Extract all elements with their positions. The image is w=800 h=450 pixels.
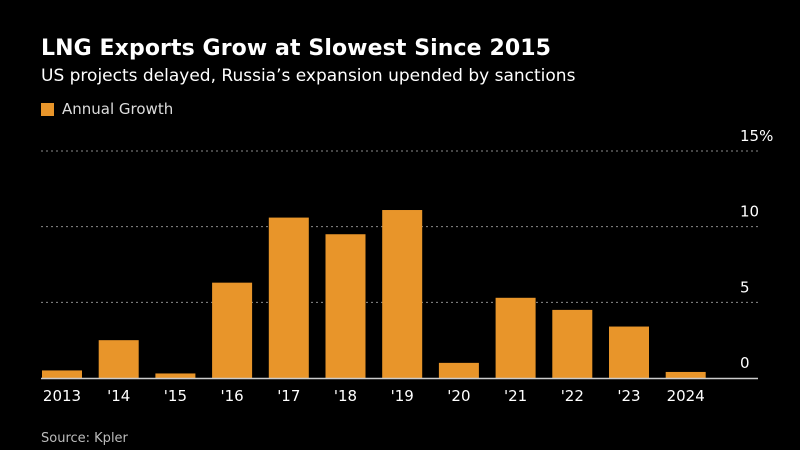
x-tick-label: '19 [391,387,414,405]
bar [268,217,309,378]
x-tick-label: '14 [107,387,130,405]
x-tick-label: '21 [504,387,527,405]
bar [212,282,253,378]
x-tick-label: '15 [164,387,187,405]
bar [325,234,366,378]
bar [495,297,536,378]
x-tick-label: '17 [277,387,300,405]
bar [42,370,82,378]
bar [155,373,196,378]
legend-swatch [41,102,54,116]
chart-subtitle: US projects delayed, Russia’s expansion … [41,66,576,86]
y-tick-label: 0 [740,354,750,372]
y-tick-label: 15% [740,127,773,145]
x-tick-label: '20 [447,387,470,405]
bar [438,362,479,378]
legend: Annual Growth [41,100,173,118]
bar [98,340,139,378]
bar [665,371,706,378]
bar [382,210,423,378]
bar [552,309,593,378]
x-tick-label: '16 [220,387,243,405]
x-tick-label: 2024 [667,387,705,405]
y-tick-label: 10 [740,203,759,221]
y-tick-labels: 0 5 10 15% [740,127,773,372]
x-tick-labels: 2013 '14 '15 '16 '17 '18 '19 '20 '21 '22 '23 2024 [43,387,705,405]
x-tick-label: 2013 [43,387,81,405]
x-tick-label: '23 [617,387,640,405]
source-note: Source: Kpler [41,431,128,446]
y-tick-label: 5 [740,278,750,296]
x-tick-label: '18 [334,387,357,405]
bars [42,210,706,378]
x-tick-label: '22 [561,387,584,405]
chart-title: LNG Exports Grow at Slowest Since 2015 [41,36,552,61]
bar [609,326,649,378]
legend-label: Annual Growth [62,100,174,118]
